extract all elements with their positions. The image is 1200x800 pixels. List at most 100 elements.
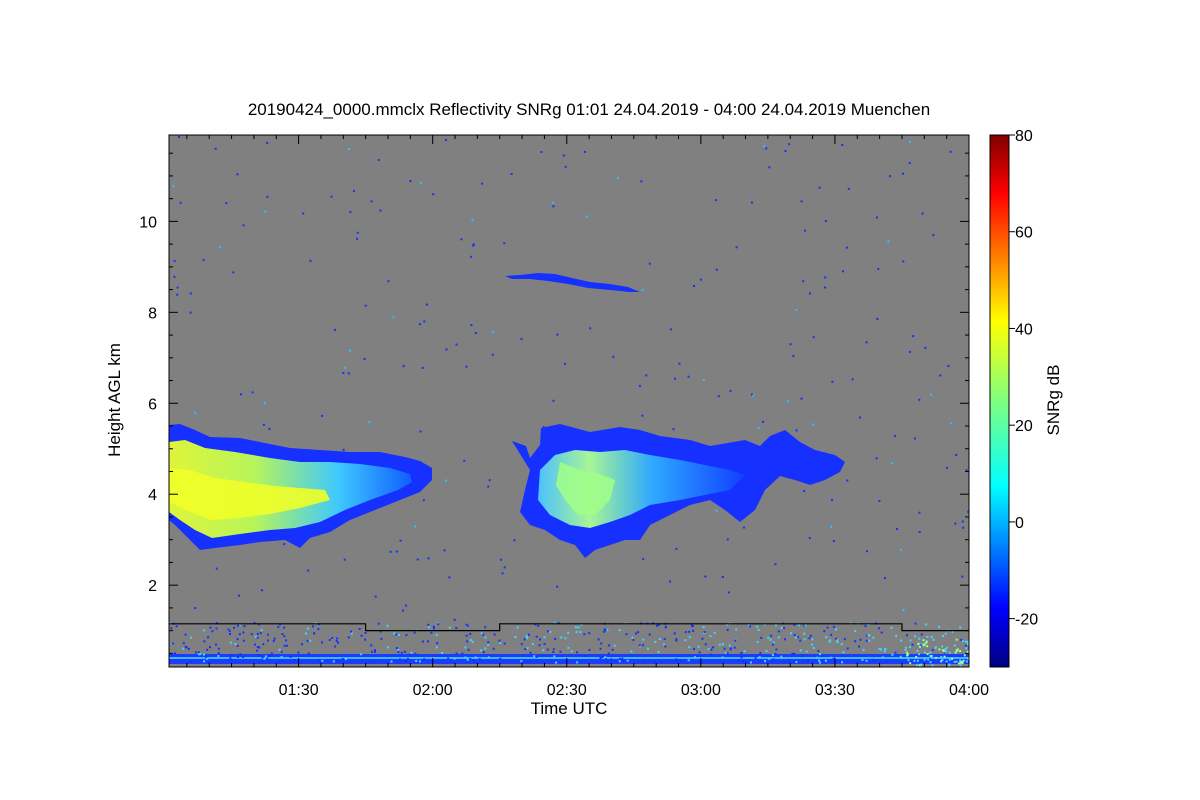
noise-speck (172, 185, 175, 188)
clutter-speck-bright (927, 658, 930, 661)
noise-speck (343, 558, 346, 561)
clutter-speck (618, 629, 621, 631)
clutter-speck (798, 624, 801, 627)
clutter-speck (635, 632, 637, 635)
clutter-speck (256, 632, 259, 635)
noise-speck (453, 618, 456, 621)
colorbar-tick-label: -20 (1015, 612, 1038, 629)
clutter-speck (285, 644, 288, 647)
y-tick-label: 6 (148, 396, 157, 413)
clutter-speck (461, 652, 464, 655)
clutter-speck-bright (944, 648, 947, 651)
clutter-speck (801, 655, 804, 658)
clutter-speck (583, 633, 586, 636)
clutter-speck (336, 637, 339, 640)
clutter-speck (780, 655, 783, 658)
clutter-speck-bright (962, 640, 965, 643)
noise-speck (363, 358, 366, 360)
clutter-speck (526, 647, 529, 649)
clutter-speck (865, 639, 868, 642)
clutter-speck-bright (961, 662, 964, 664)
clutter-speck (894, 651, 897, 654)
clutter-speck (567, 646, 570, 649)
noise-speck (884, 577, 886, 580)
noise-speck (474, 332, 477, 334)
clutter-speck-bright (959, 659, 962, 662)
clutter-speck (187, 647, 190, 650)
noise-speck (786, 400, 789, 403)
noise-speck (715, 268, 718, 271)
noise-speck (949, 150, 952, 153)
noise-speck (812, 336, 815, 339)
clutter-speck (305, 632, 307, 635)
clutter-speck-bright (916, 649, 919, 652)
clutter-speck (913, 659, 916, 662)
clutter-speck-bright (934, 646, 937, 649)
noise-speck (924, 346, 927, 349)
noise-speck (812, 423, 814, 426)
colorbar-tick-label: 20 (1015, 418, 1033, 435)
x-tick-label: 03:00 (681, 682, 721, 699)
clutter-speck (487, 656, 490, 659)
clutter-speck (702, 626, 705, 629)
clutter-speck-bright (958, 662, 961, 665)
clutter-speck (657, 623, 660, 626)
clutter-speck (601, 656, 604, 659)
noise-speck (444, 138, 447, 141)
clutter-speck (203, 660, 206, 663)
clutter-speck (314, 622, 317, 625)
clutter-speck (941, 645, 944, 648)
surface-band-highlight (169, 657, 969, 659)
clutter-speck-bright (940, 656, 943, 658)
noise-speck (888, 175, 891, 178)
clutter-speck-bright (945, 650, 948, 653)
clutter-speck (268, 654, 271, 657)
clutter-speck-bright (959, 661, 962, 664)
clutter-speck (256, 636, 259, 639)
clutter-speck (455, 627, 458, 629)
clutter-speck (239, 653, 242, 656)
clutter-speck (419, 660, 421, 663)
clutter-speck (664, 626, 667, 629)
clutter-speck (229, 641, 232, 644)
noise-speck (950, 422, 953, 425)
clutter-speck (630, 650, 633, 653)
clutter-speck (555, 661, 558, 664)
clutter-speck (374, 650, 376, 653)
noise-speck (913, 437, 916, 440)
clutter-speck (832, 625, 835, 628)
noise-speck (389, 550, 392, 553)
clutter-speck (539, 638, 541, 641)
clutter-speck (182, 642, 185, 645)
noise-speck (824, 276, 827, 279)
clutter-speck (808, 637, 811, 640)
clutter-speck-bright (940, 660, 943, 663)
clutter-speck (238, 624, 241, 627)
clutter-speck (784, 638, 786, 641)
clutter-speck (740, 652, 743, 654)
clutter-speck (182, 647, 185, 650)
clutter-speck (742, 660, 745, 662)
noise-speck (586, 215, 588, 218)
clutter-speck (436, 642, 439, 645)
clutter-speck (435, 646, 438, 649)
noise-speck (768, 166, 771, 169)
noise-speck (349, 349, 352, 352)
clutter-speck (471, 640, 474, 643)
clutter-speck (257, 653, 260, 656)
clutter-speck (607, 652, 610, 655)
colorbar: -20 0 20 40 60 80 SNRg dB (989, 128, 1063, 668)
clutter-speck (764, 660, 766, 663)
clutter-speck (227, 628, 230, 631)
clutter-speck (631, 636, 634, 639)
clutter-speck (347, 636, 350, 639)
clutter-speck (829, 656, 832, 659)
noise-speck (556, 333, 559, 336)
noise-speck (967, 510, 969, 513)
clutter-speck (817, 650, 820, 652)
noise-speck (422, 499, 425, 502)
clutter-speck (618, 657, 621, 660)
clutter-speck-bright (923, 643, 926, 646)
clutter-speck (604, 656, 607, 659)
clutter-speck-bright (953, 644, 956, 647)
